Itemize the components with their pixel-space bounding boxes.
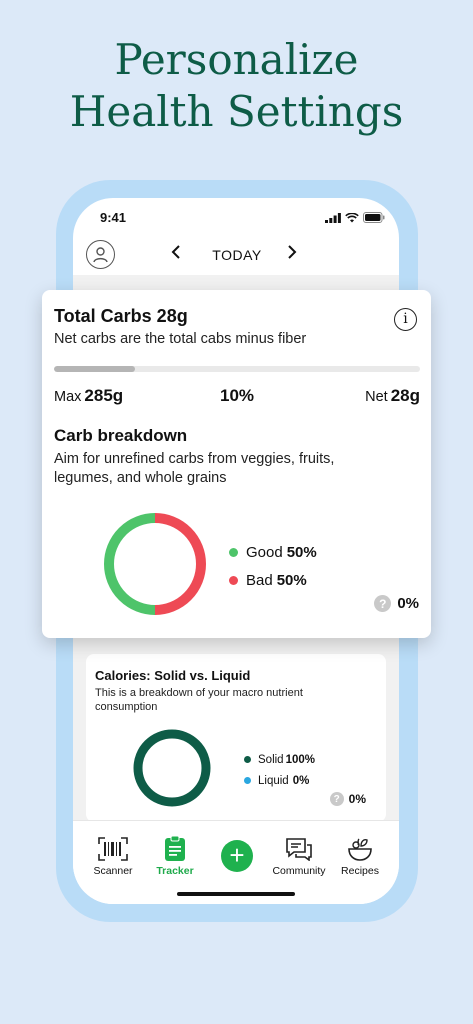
- breakdown-subtitle: Aim for unrefined carbs from veggies, fr…: [54, 451, 335, 486]
- wifi-icon: [345, 212, 359, 222]
- carb-donut-good: [104, 513, 156, 615]
- liquid-label: Liquid: [258, 774, 289, 787]
- calories-unknown-value: 0%: [348, 792, 366, 806]
- headline-line-2: Health Settings: [69, 87, 404, 136]
- tab-recipes[interactable]: Recipes: [330, 833, 390, 877]
- good-value: 50%: [286, 543, 317, 561]
- max-value: 285g: [84, 386, 124, 405]
- net-stat: Net 28g: [365, 386, 420, 406]
- carb-donut-chart: [104, 513, 206, 615]
- legend-item-liquid: Liquid 0%: [244, 770, 315, 791]
- chat-icon: [286, 838, 312, 861]
- legend-item-bad: Bad 50%: [229, 566, 317, 594]
- bad-dot: [229, 575, 238, 585]
- question-icon[interactable]: ?: [374, 595, 392, 612]
- good-label: Good: [246, 543, 283, 561]
- question-icon[interactable]: ?: [329, 792, 344, 806]
- total-carbs-card: Total Carbs 28g Net carbs are the total …: [42, 290, 431, 638]
- calories-legend: Solid 100% Liquid 0%: [244, 749, 315, 791]
- chevron-right-icon[interactable]: [287, 244, 297, 265]
- carb-donut-bad: [154, 513, 206, 615]
- headline-line-1: Personalize: [114, 35, 359, 84]
- tab-scanner-label: Scanner: [93, 865, 133, 877]
- user-icon: [93, 247, 108, 263]
- bad-label: Bad: [246, 571, 273, 589]
- home-indicator: [177, 892, 295, 896]
- carbs-stats: Max 285g 10% Net 28g: [54, 386, 420, 408]
- add-button[interactable]: +: [221, 840, 253, 872]
- tab-recipes-label: Recipes: [341, 865, 379, 877]
- date-title: TODAY: [212, 247, 262, 263]
- calories-title: Calories: Solid vs. Liquid: [95, 668, 251, 683]
- carbs-progress-bar: [54, 366, 420, 372]
- status-bar: 9:41: [73, 198, 399, 238]
- calories-donut-chart: [133, 729, 211, 807]
- solid-dot: [244, 756, 251, 763]
- liquid-dot: [244, 777, 251, 784]
- legend-item-solid: Solid 100%: [244, 749, 315, 770]
- legend-item-good: Good 50%: [229, 538, 317, 566]
- solid-label: Solid: [258, 753, 284, 766]
- avatar[interactable]: [86, 240, 115, 269]
- status-icons: [325, 212, 385, 223]
- info-icon[interactable]: i: [394, 308, 417, 331]
- carb-unknown: ? 0%: [374, 595, 419, 612]
- net-label: Net: [365, 389, 388, 405]
- calories-card: Calories: Solid vs. Liquid This is a bre…: [86, 654, 386, 822]
- tab-community[interactable]: Community: [269, 833, 329, 877]
- barcode-icon: [98, 837, 128, 861]
- tab-bar: Scanner Tracker + Commu: [73, 820, 399, 904]
- solid-value: 100%: [285, 753, 315, 766]
- calories-donut-solid: [133, 729, 211, 807]
- breakdown-title: Carb breakdown: [54, 426, 188, 445]
- battery-icon: [363, 212, 385, 223]
- chevron-left-icon[interactable]: [171, 244, 181, 265]
- tab-scanner[interactable]: Scanner: [83, 833, 143, 877]
- calories-unknown: ? 0%: [329, 792, 366, 806]
- carbs-percent: 10%: [219, 386, 255, 405]
- max-stat: Max 285g: [54, 386, 123, 406]
- liquid-value: 0%: [292, 774, 310, 787]
- good-dot: [229, 547, 238, 557]
- bowl-icon: [348, 838, 372, 861]
- carbs-progress-fill: [54, 366, 135, 372]
- carb-legend: Good 50% Bad 50%: [229, 538, 317, 594]
- carb-unknown-value: 0%: [397, 595, 419, 612]
- net-value: 28g: [390, 386, 420, 405]
- calories-subtitle: This is a breakdown of your macro nutrie…: [95, 687, 303, 713]
- bad-value: 50%: [276, 571, 307, 589]
- clipboard-icon: [165, 836, 185, 861]
- tab-community-label: Community: [272, 865, 326, 877]
- headline: Personalize Health Settings: [0, 34, 473, 138]
- date-navigation: TODAY: [73, 238, 399, 274]
- max-label: Max: [54, 389, 82, 405]
- carbs-title: Total Carbs 28g: [54, 306, 188, 326]
- signal-icon: [325, 212, 341, 223]
- tab-tracker-label: Tracker: [156, 865, 194, 877]
- tab-tracker[interactable]: Tracker: [145, 833, 205, 877]
- status-time: 9:41: [100, 210, 127, 225]
- carbs-subtitle: Net carbs are the total cabs minus fiber: [54, 331, 307, 347]
